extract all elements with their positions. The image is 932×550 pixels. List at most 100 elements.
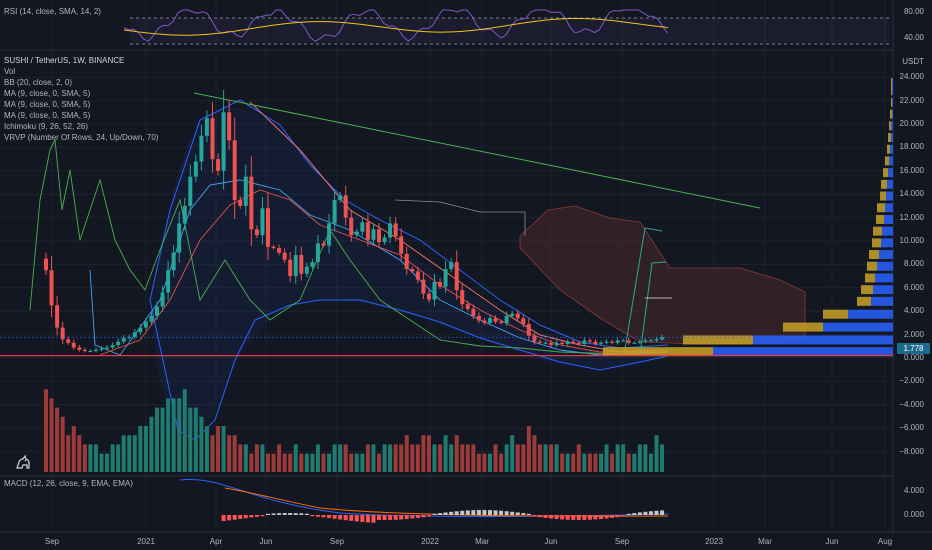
candle-body (560, 342, 565, 344)
volume-bar (271, 453, 276, 472)
candle-body (288, 259, 293, 277)
macd-histogram-bar (637, 512, 642, 515)
volume-bar (277, 444, 282, 472)
volume-bar (476, 453, 481, 472)
volume-bar (221, 426, 226, 472)
candle-body (399, 236, 404, 254)
candle-body (282, 252, 287, 260)
candle-body (243, 176, 248, 206)
macd-histogram-bar (354, 515, 359, 522)
candle-body (610, 341, 615, 343)
volume-bar (310, 453, 315, 472)
ma3-legend[interactable]: MA (9, close, 0, SMA, 5) (4, 111, 91, 120)
vrvp-up (885, 203, 893, 213)
vrvp-down (880, 191, 886, 201)
volume-bar (399, 444, 404, 472)
kumo-area (519, 205, 806, 345)
rsi-tick: 80.00 (903, 7, 924, 16)
rsi-tick: 40.00 (903, 33, 924, 42)
candle-body (177, 223, 182, 253)
vrvp-legend[interactable]: VRVP (Number Of Rows, 24, Up/Down, 70) (4, 133, 159, 142)
volume-bar (321, 453, 326, 472)
macd-histogram-bar (277, 513, 282, 515)
ma1-legend[interactable]: MA (9, close, 0, SMA, 5) (4, 89, 91, 98)
macd-histogram-bar (371, 515, 376, 523)
candle-body (371, 229, 376, 240)
macd-histogram-bar (465, 510, 470, 515)
macd-histogram-bar (332, 515, 337, 519)
vrvp-up (823, 322, 893, 332)
candle-body (504, 315, 509, 323)
vrvp-up (884, 214, 893, 224)
macd-histogram-bar (643, 511, 648, 515)
candle-body (576, 342, 581, 344)
rsi-legend[interactable]: RSI (14, close, SMA, 14, 2) (4, 7, 101, 16)
time-tick: Aug (877, 537, 893, 546)
volume-bar (393, 444, 398, 472)
candle-body (587, 340, 592, 342)
volume-bar (77, 435, 82, 472)
volume-bar (44, 389, 48, 472)
macd-histogram-bar (282, 513, 287, 515)
volume-bar (449, 444, 454, 472)
bb-legend[interactable]: BB (20, close, 2, 0) (4, 78, 73, 87)
volume-bar (560, 453, 565, 472)
macd-histogram-bar (288, 513, 293, 515)
macd-histogram-bar (365, 515, 370, 523)
macd-legend[interactable]: MACD (12, 26, close, 9, EMA, EMA) (4, 479, 133, 488)
macd-histogram-bar (432, 513, 437, 515)
macd-histogram-bar (576, 515, 581, 520)
candle-body (454, 262, 459, 291)
candle-body (648, 340, 653, 342)
macd-histogram-bar (532, 515, 537, 517)
chart-title[interactable]: SUSHI / TetherUS, 1W, BINANCE (4, 56, 125, 65)
macd-histogram-bar (243, 515, 248, 519)
ichimoku-legend[interactable]: Ichimoku (9, 26, 52, 26) (4, 122, 89, 131)
candle-body (449, 262, 454, 270)
volume-bar (354, 453, 359, 472)
vrvp-up (875, 273, 893, 283)
vol-legend[interactable]: Vol (4, 67, 16, 76)
candle-body (260, 208, 265, 236)
candle-body (127, 336, 132, 339)
macd-histogram-bar (515, 512, 520, 515)
candle-body (604, 341, 609, 343)
candle-body (637, 341, 642, 343)
macd-histogram-bar (410, 515, 415, 519)
time-tick: Sep (614, 537, 630, 546)
volume-bar (410, 444, 415, 472)
ichimoku-cloud (394, 199, 806, 345)
volume-bar (632, 453, 637, 472)
volume-bar (654, 435, 659, 472)
candle-body (549, 342, 554, 346)
macd-histogram-bar (299, 513, 304, 515)
macd-histogram-bar (599, 515, 603, 520)
volume-bar (521, 444, 526, 472)
volume-bar (499, 453, 504, 472)
vrvp-up (871, 296, 893, 306)
volume-bar (582, 453, 587, 472)
macd-histogram-bar (482, 510, 487, 515)
candle-body (582, 340, 587, 344)
candle-body (443, 269, 448, 287)
price-tick: 18.000 (899, 142, 924, 152)
price-tick: 2.000 (903, 329, 924, 339)
volume-bar (660, 444, 665, 472)
volume-bar (377, 453, 381, 472)
macd-histogram-bar (304, 513, 309, 515)
vrvp-down (888, 133, 891, 143)
tradingview-logo-icon[interactable] (14, 452, 34, 472)
candle-body (110, 345, 115, 348)
vrvp-up (888, 168, 893, 178)
candle-body (221, 112, 226, 171)
volume-bar (610, 453, 615, 472)
candle-body (565, 341, 570, 344)
candle-body (171, 252, 176, 271)
volume-bar (349, 453, 354, 472)
vrvp-up (873, 285, 893, 295)
ma2-legend[interactable]: MA (9, close, 0, SMA, 5) (4, 100, 91, 109)
candle-body (626, 340, 631, 343)
macd-histogram-bar (565, 515, 570, 520)
